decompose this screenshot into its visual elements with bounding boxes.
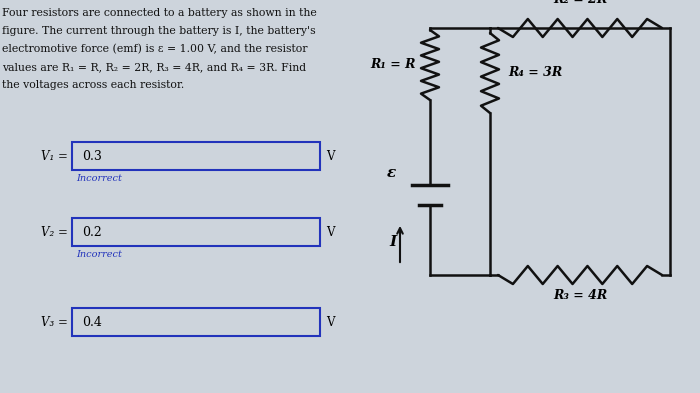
Text: ε: ε <box>386 166 396 180</box>
Text: V₃ =: V₃ = <box>41 316 68 329</box>
Text: 0.3: 0.3 <box>82 150 102 163</box>
Text: values are R₁ = R, R₂ = 2R, R₃ = 4R, and R₄ = 3R. Find: values are R₁ = R, R₂ = 2R, R₃ = 4R, and… <box>2 62 306 72</box>
Text: figure. The current through the battery is I, the battery's: figure. The current through the battery … <box>2 26 316 36</box>
Text: Incorrect: Incorrect <box>76 250 122 259</box>
FancyBboxPatch shape <box>72 308 320 336</box>
Text: R₃ = 4R: R₃ = 4R <box>553 289 607 302</box>
FancyBboxPatch shape <box>72 142 320 170</box>
Text: 0.2: 0.2 <box>82 226 102 239</box>
FancyBboxPatch shape <box>72 218 320 246</box>
Text: electromotive force (emf) is ε = 1.00 V, and the resistor: electromotive force (emf) is ε = 1.00 V,… <box>2 44 307 54</box>
Text: V₁ =: V₁ = <box>41 149 68 162</box>
Text: R₄ = 3R: R₄ = 3R <box>508 66 562 79</box>
Text: V₂ =: V₂ = <box>41 226 68 239</box>
Text: V: V <box>326 149 335 162</box>
Text: V: V <box>326 226 335 239</box>
Text: 0.4: 0.4 <box>82 316 102 329</box>
Text: R₂ = 2R: R₂ = 2R <box>553 0 607 6</box>
Text: R₁ = R: R₁ = R <box>370 59 416 72</box>
Text: V: V <box>326 316 335 329</box>
Text: Four resistors are connected to a battery as shown in the: Four resistors are connected to a batter… <box>2 8 316 18</box>
Text: the voltages across each resistor.: the voltages across each resistor. <box>2 80 184 90</box>
Text: I: I <box>389 235 396 249</box>
Text: Incorrect: Incorrect <box>76 174 122 183</box>
